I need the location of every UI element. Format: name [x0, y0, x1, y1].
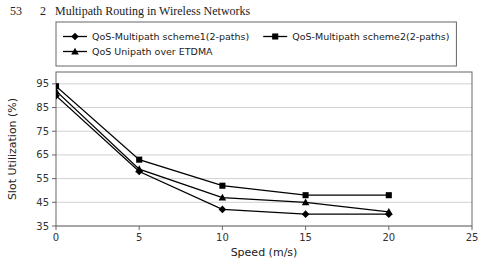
y-tick	[52, 226, 56, 227]
data-point	[386, 192, 392, 198]
grid-line	[56, 202, 472, 203]
legend-item: QoS-Multipath scheme1(2-paths)	[63, 31, 249, 42]
grid-line	[56, 178, 472, 179]
y-tick	[52, 154, 56, 155]
y-tick	[52, 178, 56, 179]
legend-label: QoS-Multipath scheme2(2-paths)	[292, 31, 449, 42]
data-point	[56, 87, 60, 94]
legend-marker	[71, 33, 79, 41]
x-tick-label: 10	[216, 232, 229, 243]
data-point	[302, 210, 310, 218]
title: 53 2 Multipath Routing in Wireless Netwo…	[10, 4, 251, 18]
chart-container: 53 2 Multipath Routing in Wireless Netwo…	[0, 0, 487, 271]
grid-line	[56, 131, 472, 132]
legend-item: QoS-Multipath scheme2(2-paths)	[263, 31, 449, 42]
legend-frame	[56, 22, 456, 66]
grid-line	[56, 107, 472, 108]
legend-label: QoS Unipath over ETDMA	[92, 46, 213, 57]
y-tick-label: 45	[36, 197, 49, 208]
y-tick-label: 55	[36, 173, 49, 184]
data-point	[136, 157, 142, 163]
y-tick-label: 35	[36, 221, 49, 232]
grid-line	[56, 83, 472, 84]
x-tick-label: 25	[466, 232, 479, 243]
x-tick	[222, 226, 223, 230]
data-point	[219, 194, 227, 201]
legend: QoS-Multipath scheme1(2-paths) QoS-Multip…	[56, 22, 456, 66]
grid	[56, 84, 472, 226]
x-tick	[56, 226, 57, 230]
x-tick-label: 5	[136, 232, 142, 243]
series-line	[56, 91, 389, 212]
plot-frame	[56, 72, 472, 226]
chart-svg: 53 2 Multipath Routing in Wireless Netwo…	[0, 0, 487, 271]
data-point	[135, 165, 143, 172]
legend-label: QoS-Multipath scheme1(2-paths)	[92, 31, 249, 42]
x-tick	[388, 226, 389, 230]
y-tick-label: 75	[36, 126, 49, 137]
legend-marker	[272, 33, 278, 39]
x-axis-label: Speed (m/s)	[231, 246, 298, 259]
data-point	[219, 206, 227, 214]
y-tick-label: 85	[36, 102, 49, 113]
series-line	[56, 96, 389, 214]
x-tick	[139, 226, 140, 230]
grid-line	[56, 154, 472, 155]
data-point	[385, 208, 393, 215]
data-point	[219, 183, 225, 189]
x-tick	[472, 226, 473, 230]
x-tick-label: 20	[382, 232, 395, 243]
x-tick	[305, 226, 306, 230]
data-point	[302, 199, 310, 206]
x-tick-label: 0	[53, 232, 59, 243]
y-tick	[52, 131, 56, 132]
x-tick-label: 15	[299, 232, 312, 243]
axes: 0 5 10 15 20 25 35 45 55 65 75 85 95	[36, 78, 478, 243]
y-tick	[52, 202, 56, 203]
y-tick	[52, 83, 56, 84]
legend-item: QoS Unipath over ETDMA	[63, 46, 213, 57]
y-axis-label: Slot Utilization (%)	[6, 98, 19, 200]
legend-marker	[71, 48, 79, 55]
y-tick	[52, 107, 56, 108]
y-tick-label: 95	[36, 78, 49, 89]
y-tick-label: 65	[36, 149, 49, 160]
series-line	[56, 86, 389, 195]
data-point	[303, 192, 309, 198]
data-layer	[56, 83, 393, 218]
